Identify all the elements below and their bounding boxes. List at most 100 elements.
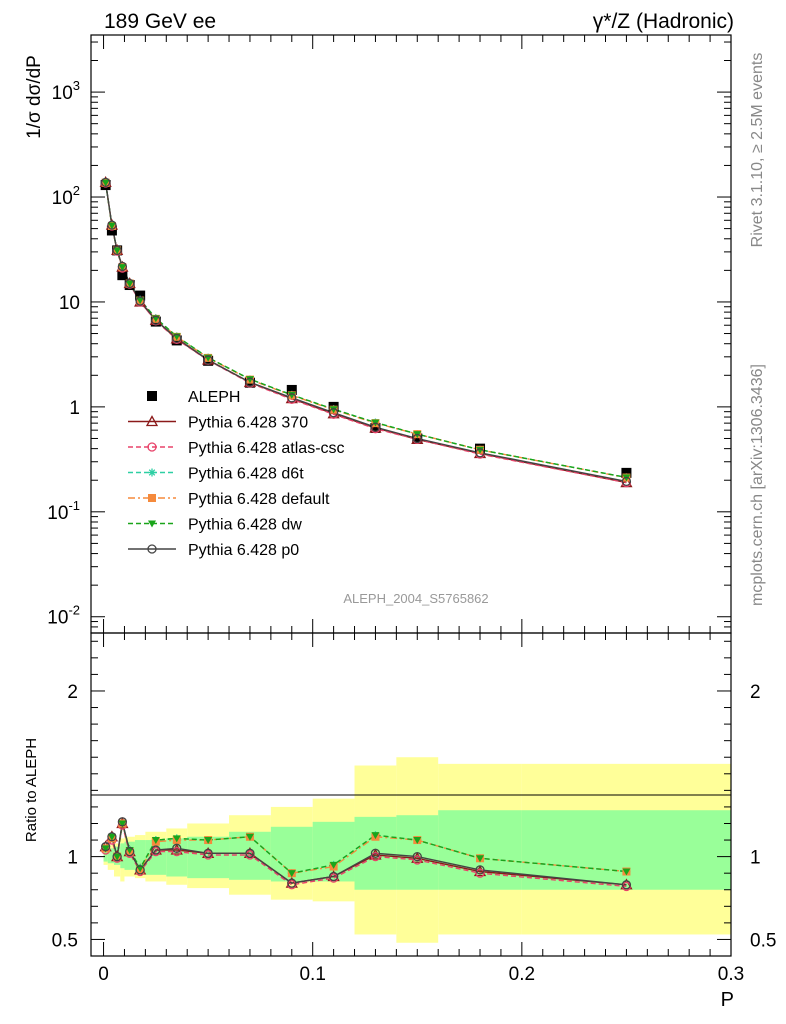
ratio-point-pythia-6-428-p0 [621,880,632,890]
x-tick-label: 0.1 [299,964,325,985]
legend-marker-pythia-6-428-d6t [148,468,156,477]
ratio-point-pythia-6-428-atlas-csc [370,851,381,862]
ratio-point-pythia-6-428-atlas-csc [412,855,422,865]
series-line-pythia-6-428-d6t [104,182,627,479]
data-point-pythia-6-428-dw [125,280,134,288]
legend-marker-pythia-6-428-p0 [147,544,157,554]
y-tick-label: 10-1 [47,498,80,524]
data-point-pythia-6-428-p0 [117,261,128,272]
data-point-pythia-6-428-p0 [100,177,111,187]
ratio-point-pythia-6-428-dw [107,833,116,841]
plot-title-right: γ*/Z (Hadronic) [593,10,734,33]
legend-label-pythia-6-428-atlas-csc: Pythia 6.428 atlas-csc [188,440,345,457]
ratio-point-pythia-6-428-atlas-csc [172,846,182,857]
ratio-point-pythia-6-428-dw [413,837,422,845]
y-axis-label: 1/σ dσ/dP [24,55,45,139]
main-frame [90,34,732,634]
data-point-aleph [286,384,297,395]
legend-marker-pythia-6-428-dw [148,520,156,528]
ratio-point-pythia-6-428-dw [204,837,213,845]
data-point-pythia-6-428-p0 [125,278,135,289]
uncertainty-band-inner [134,840,146,874]
legend-marker-pythia-6-428-370 [145,415,159,427]
ratio-frame [90,632,732,957]
data-point-aleph [117,270,128,281]
data-point-pythia-6-428-p0 [287,393,297,403]
ratio-point-pythia-6-428-p0 [203,848,213,858]
data-point-pythia-6-428-p0 [135,296,145,306]
ratio-y-tick-label-right: 1 [750,848,761,869]
ratio-point-pythia-6-428-p0 [135,865,145,875]
ratio-point-pythia-6-428-370 [170,843,183,855]
ratio-point-pythia-6-428-p0 [107,832,117,842]
data-point-pythia-6-428-dw [329,406,338,414]
legend-label-pythia-6-428-dw: Pythia 6.428 dw [188,517,302,534]
ratio-point-pythia-6-428-dw [329,861,338,869]
data-point-pythia-6-428-dw [136,297,145,305]
y-tick-label: 103 [52,78,80,104]
data-point-pythia-6-428-p0 [475,448,485,458]
ratio-point-pythia-6-428-dw [113,853,122,861]
ratio-y-tick-label: 2 [67,682,78,703]
ratio-point-pythia-6-428-p0 [475,865,485,875]
data-point-pythia-6-428-p0 [107,220,117,230]
data-point-pythia-6-428-dw [101,179,110,187]
ratio-y-tick-label-right: 2 [750,682,761,703]
legend-label-pythia-6-428-d6t: Pythia 6.428 d6t [188,466,304,483]
ratio-point-pythia-6-428-p0 [172,843,182,853]
data-point-pythia-6-428-dw [118,264,127,272]
ratio-point-pythia-6-428-p0 [412,851,422,862]
x-tick-label: 0.2 [509,964,535,985]
ratio-point-pythia-6-428-dw [172,835,181,843]
ratio-point-pythia-6-428-dw [622,868,631,876]
ratio-point-pythia-6-428-p0 [287,878,297,888]
legend-label-pythia-6-428-default: Pythia 6.428 default [188,491,330,508]
data-point-pythia-6-428-p0 [370,422,381,432]
ratio-point-pythia-6-428-p0 [328,871,339,882]
data-point-pythia-6-428-dw [107,222,116,230]
ratio-point-pythia-6-428-dw [245,833,254,841]
ratio-point-pythia-6-428-p0 [100,842,111,852]
data-point-pythia-6-428-p0 [328,408,339,418]
legend-label-aleph: ALEPH [188,389,240,406]
plot-title-left: 189 GeV ee [104,10,216,33]
ratio-point-pythia-6-428-370 [369,848,382,860]
ratio-point-pythia-6-428-atlas-csc [475,868,485,878]
ratio-point-pythia-6-428-p0 [245,848,255,858]
rivet-label: Rivet 3.1.10, ≥ 2.5M events [749,53,766,248]
ratio-point-pythia-6-428-p0 [151,845,161,855]
ratio-y-tick-label-right: 0.5 [750,930,776,951]
data-point-aleph [621,467,632,478]
series-line-pythia-6-428-atlas-csc [104,182,627,484]
ratio-point-pythia-6-428-dw [287,870,296,878]
ratio-point-pythia-6-428-370 [411,851,424,863]
data-point-aleph [412,433,423,444]
data-point-pythia-6-428-p0 [412,433,422,444]
ratio-point-pythia-6-428-p0 [125,846,135,857]
legend-label-pythia-6-428-370: Pythia 6.428 370 [188,415,308,432]
uncertainty-band-inner [120,843,125,869]
main-panel: ALEPH_2004_S5765862 ALEPH Pythia 6.428 37… [24,34,732,634]
ratio-line-pythia-6-428-atlas-csc [105,824,627,888]
y-tick-label: 1 [69,398,80,419]
ratio-point-pythia-6-428-dw [118,820,127,828]
legend-label-pythia-6-428-p0: Pythia 6.428 p0 [188,542,299,559]
uncertainty-band-inner [107,848,115,864]
y-tick-label: 10-2 [47,603,80,629]
data-point-pythia-6-428-p0 [245,377,255,387]
ratio-point-pythia-6-428-dw [151,837,160,845]
y-tick-label: 10 [59,293,80,314]
ratio-point-pythia-6-428-p0 [370,848,381,858]
data-point-pythia-6-428-p0 [151,315,161,325]
ratio-point-pythia-6-428-370 [473,865,487,877]
ratio-point-pythia-6-428-p0 [112,851,122,862]
data-point-pythia-6-428-370 [369,421,382,433]
ratio-y-tick-label: 1 [67,848,78,869]
data-point-pythia-6-428-p0 [112,245,122,256]
uncertainty-band-inner [166,838,188,877]
ratio-line-pythia-6-428-p0 [105,821,627,886]
mcplots-label: mcplots.cern.ch [arXiv:1306.3436] [749,364,766,606]
ratio-y-tick-label: 0.5 [52,930,78,951]
series-line-pythia-6-428-dw [104,182,627,479]
